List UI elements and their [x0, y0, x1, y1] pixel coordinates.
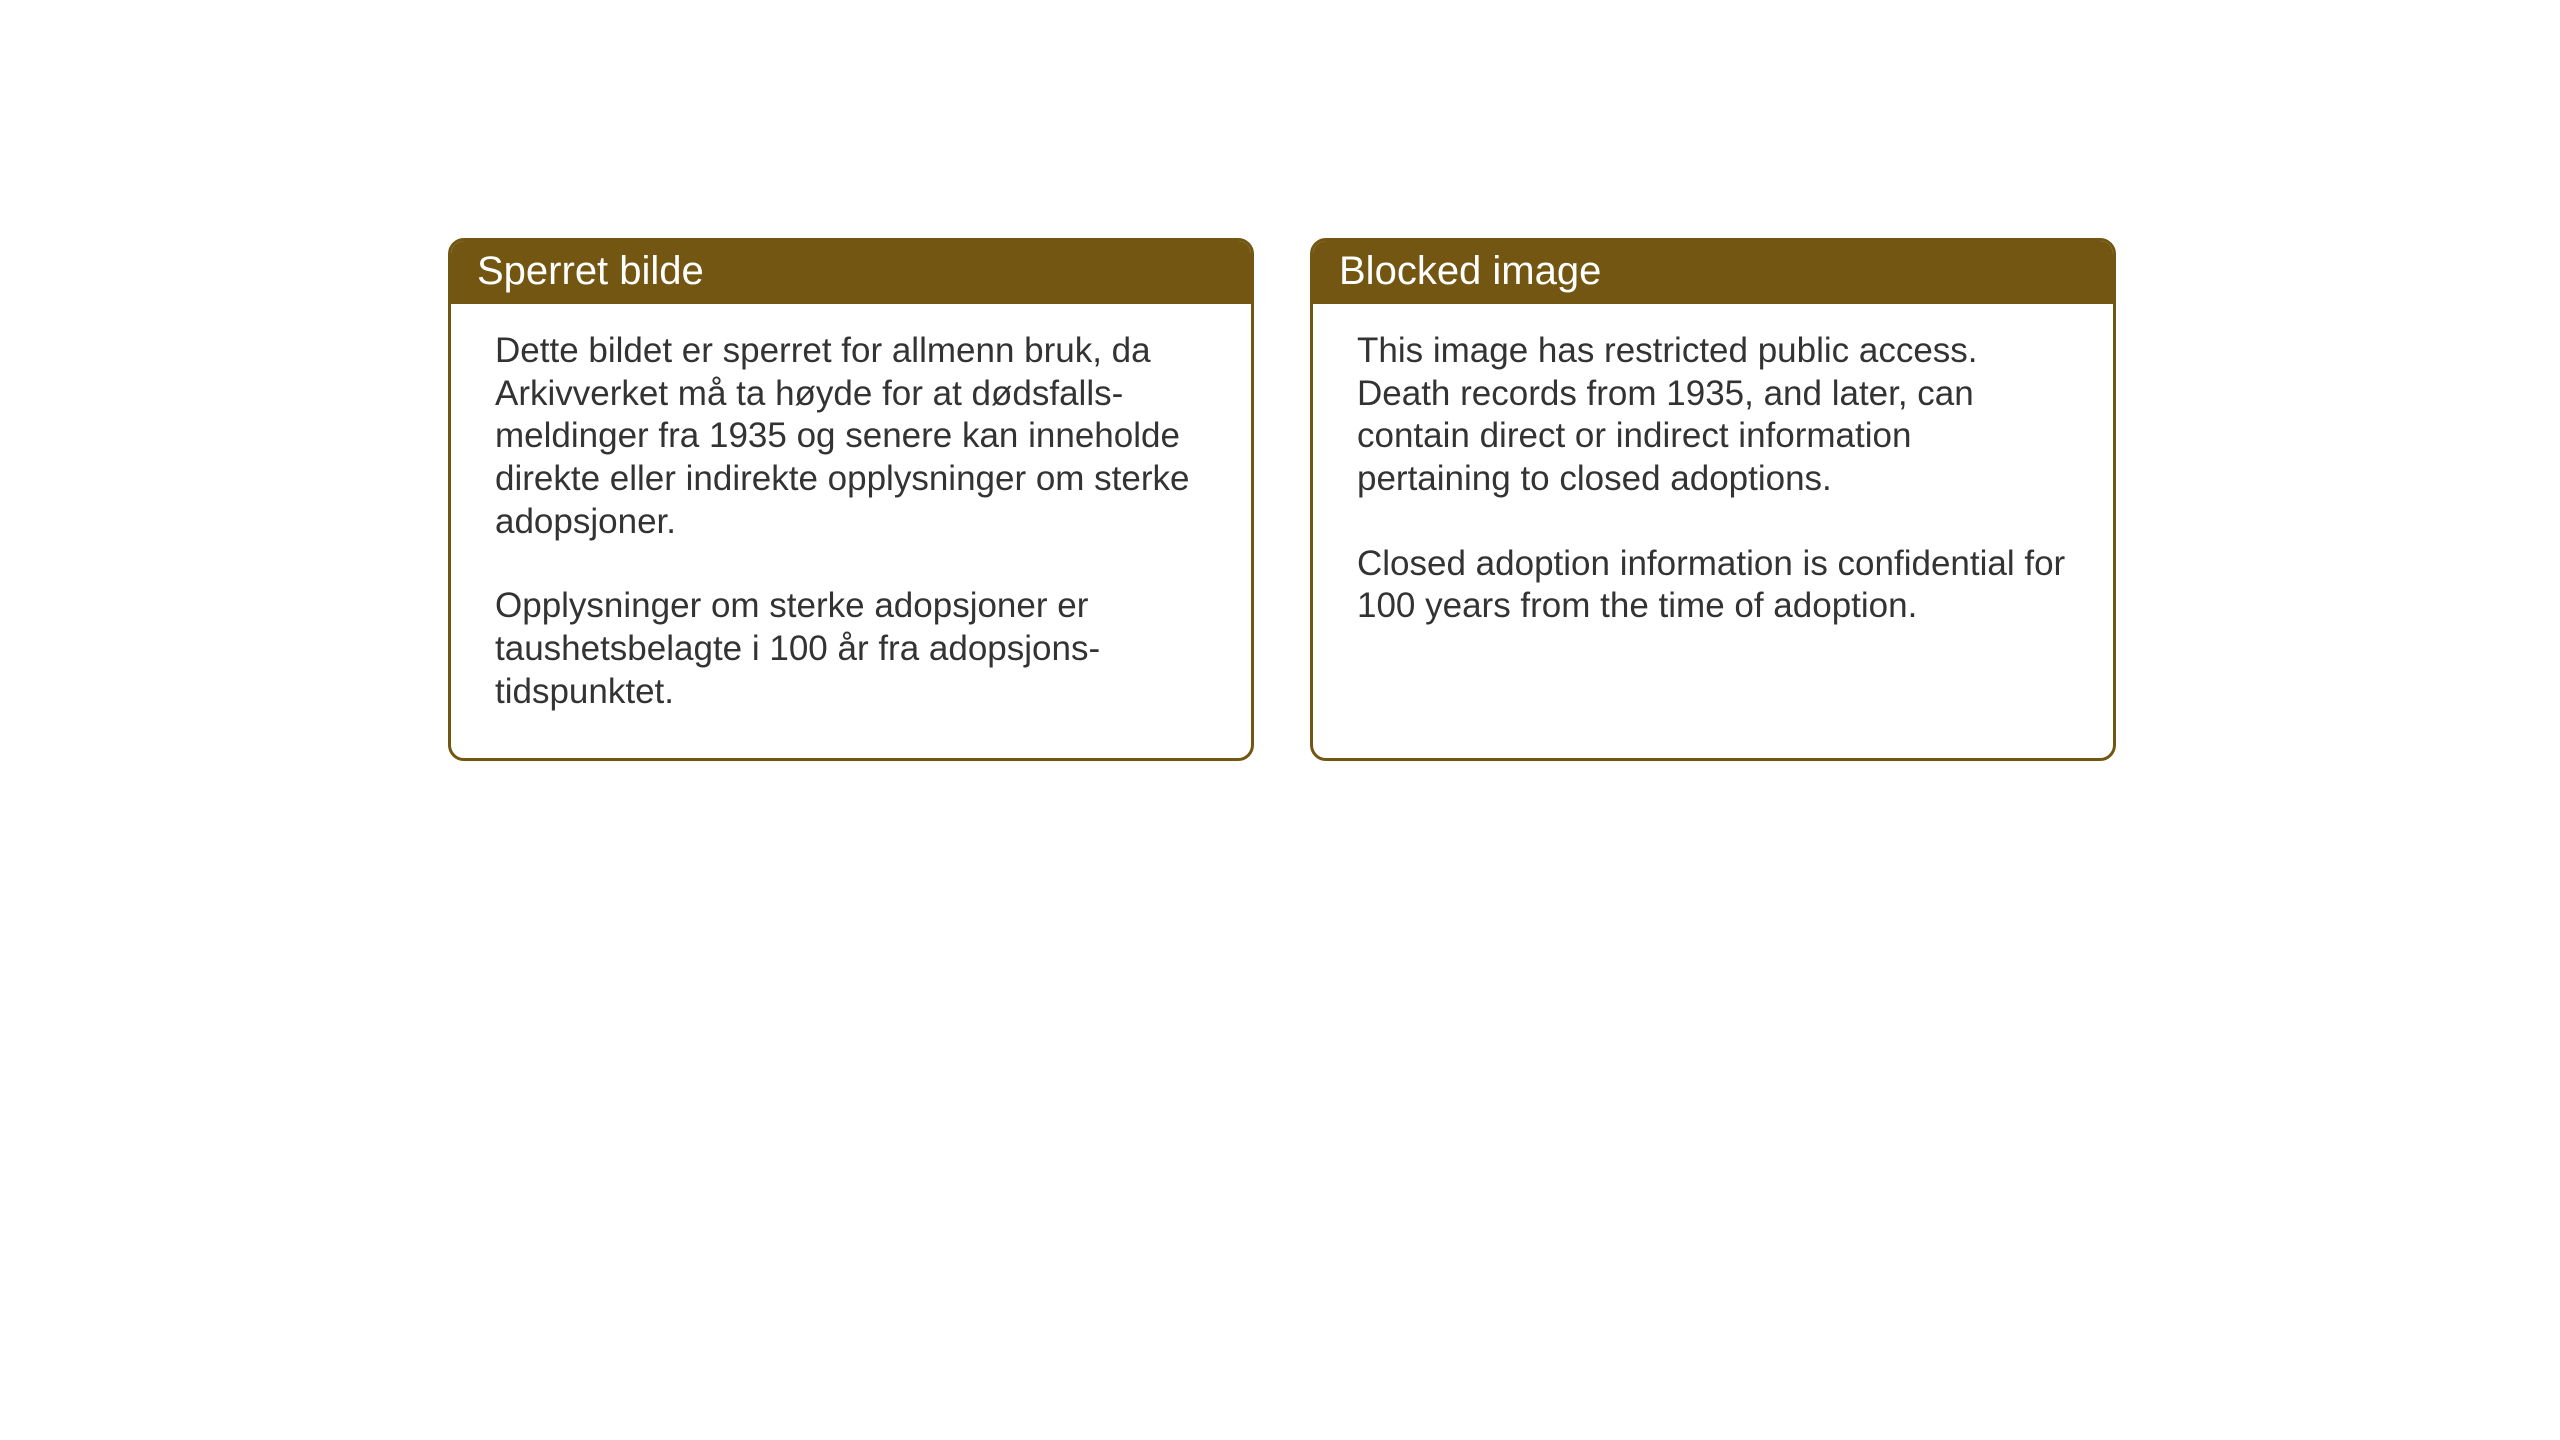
notice-title: Sperret bilde: [477, 249, 704, 293]
notice-card-norwegian: Sperret bilde Dette bildet er sperret fo…: [448, 238, 1254, 761]
notice-paragraph: Closed adoption information is confident…: [1357, 543, 2069, 628]
notice-body-norwegian: Dette bildet er sperret for allmenn bruk…: [451, 304, 1251, 758]
notice-paragraph: Opplysninger om sterke adopsjoner er tau…: [495, 585, 1207, 713]
notice-title: Blocked image: [1339, 249, 1601, 293]
notice-container: Sperret bilde Dette bildet er sperret fo…: [448, 238, 2116, 761]
notice-body-english: This image has restricted public access.…: [1313, 304, 2113, 672]
notice-card-english: Blocked image This image has restricted …: [1310, 238, 2116, 761]
notice-paragraph: This image has restricted public access.…: [1357, 330, 2069, 501]
notice-header-norwegian: Sperret bilde: [451, 241, 1251, 304]
notice-paragraph: Dette bildet er sperret for allmenn bruk…: [495, 330, 1207, 543]
notice-header-english: Blocked image: [1313, 241, 2113, 304]
